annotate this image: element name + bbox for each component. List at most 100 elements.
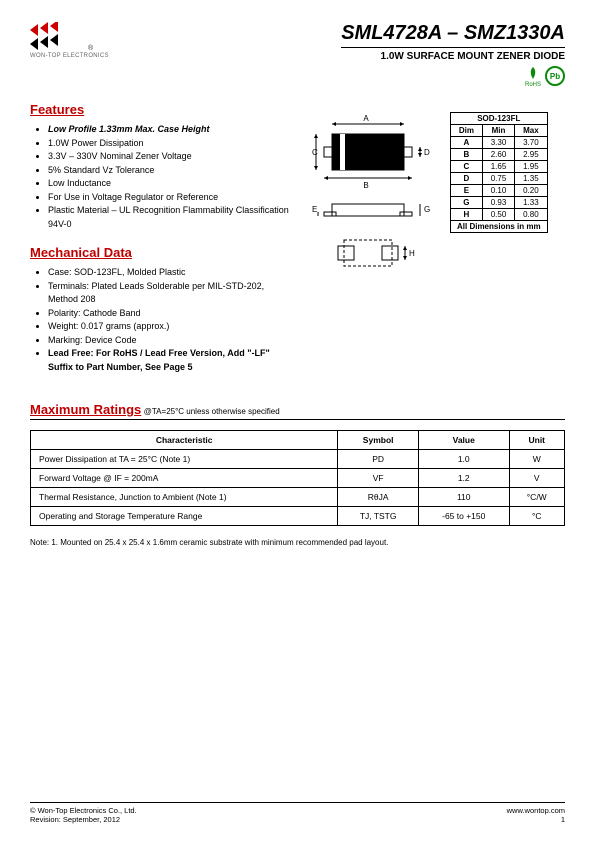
column-header: Value bbox=[418, 431, 509, 450]
list-item: Case: SOD-123FL, Molded Plastic bbox=[48, 266, 290, 280]
trademark-icon: ® bbox=[88, 45, 93, 52]
compliance-badges: RoHS Pb bbox=[341, 66, 565, 88]
footnote: Note: 1. Mounted on 25.4 x 25.4 x 1.6mm … bbox=[30, 538, 565, 547]
table-cell: E bbox=[451, 185, 483, 197]
table-cell: 0.75 bbox=[482, 173, 514, 185]
table-cell: Operating and Storage Temperature Range bbox=[31, 507, 338, 526]
table-cell: °C/W bbox=[509, 488, 565, 507]
list-item: 1.0W Power Dissipation bbox=[48, 137, 290, 151]
content-row: Features Low Profile 1.33mm Max. Case He… bbox=[30, 88, 565, 374]
table-cell: °C bbox=[509, 507, 565, 526]
table-cell: 0.50 bbox=[482, 209, 514, 221]
column-header: Characteristic bbox=[31, 431, 338, 450]
pb-free-badge: Pb bbox=[545, 66, 565, 86]
table-row: C1.651.95 bbox=[451, 161, 548, 173]
table-cell: 1.2 bbox=[418, 469, 509, 488]
dim-table-footer: All Dimensions in mm bbox=[451, 221, 548, 233]
dim-g-label: G bbox=[424, 205, 430, 214]
dim-h-label: H bbox=[409, 249, 415, 258]
table-cell: C bbox=[451, 161, 483, 173]
table-cell: 3.30 bbox=[482, 137, 514, 149]
page-number: 1 bbox=[507, 815, 565, 824]
list-item: Polarity: Cathode Band bbox=[48, 307, 290, 321]
list-item: Low Inductance bbox=[48, 177, 290, 191]
table-cell: VF bbox=[338, 469, 419, 488]
table-row: Thermal Resistance, Junction to Ambient … bbox=[31, 488, 565, 507]
table-cell: W bbox=[509, 450, 565, 469]
column-header: Dim bbox=[451, 125, 483, 137]
table-cell: 2.60 bbox=[482, 149, 514, 161]
dimensions-table: SOD-123FL DimMinMax A3.303.70B2.602.95C1… bbox=[450, 112, 548, 233]
list-item: For Use in Voltage Regulator or Referenc… bbox=[48, 191, 290, 205]
table-cell: 1.65 bbox=[482, 161, 514, 173]
column-header: Min bbox=[482, 125, 514, 137]
table-row: Forward Voltage @ IF = 200mAVF1.2V bbox=[31, 469, 565, 488]
table-cell: 1.35 bbox=[515, 173, 547, 185]
rohs-badge: RoHS bbox=[525, 66, 541, 88]
table-cell: 1.0 bbox=[418, 450, 509, 469]
dim-d-label: D bbox=[424, 148, 430, 157]
website-url: www.wontop.com bbox=[507, 806, 565, 815]
ratings-conditions: @TA=25°C unless otherwise specified bbox=[144, 407, 280, 416]
dim-b-label: B bbox=[363, 181, 368, 190]
footer-right: www.wontop.com 1 bbox=[507, 806, 565, 824]
table-cell: RθJA bbox=[338, 488, 419, 507]
table-cell: -65 to +150 bbox=[418, 507, 509, 526]
table-cell: PD bbox=[338, 450, 419, 469]
column-header: Symbol bbox=[338, 431, 419, 450]
table-cell: 110 bbox=[418, 488, 509, 507]
table-row: D0.751.35 bbox=[451, 173, 548, 185]
table-cell: 2.95 bbox=[515, 149, 547, 161]
dim-c-label: C bbox=[312, 148, 318, 157]
table-cell: H bbox=[451, 209, 483, 221]
list-item: Low Profile 1.33mm Max. Case Height bbox=[48, 123, 290, 137]
table-row: E0.100.20 bbox=[451, 185, 548, 197]
dim-a-label: A bbox=[363, 114, 369, 123]
table-cell: 0.93 bbox=[482, 197, 514, 209]
list-item: Weight: 0.017 grams (approx.) bbox=[48, 320, 290, 334]
mechanical-header: Mechanical Data bbox=[30, 245, 290, 260]
list-item: Terminals: Plated Leads Solderable per M… bbox=[48, 280, 290, 307]
list-item: 3.3V – 330V Nominal Zener Voltage bbox=[48, 150, 290, 164]
table-cell: Power Dissipation at TA = 25°C (Note 1) bbox=[31, 450, 338, 469]
table-row: G0.931.33 bbox=[451, 197, 548, 209]
table-cell: 0.20 bbox=[515, 185, 547, 197]
list-item: Plastic Material – UL Recognition Flamma… bbox=[48, 204, 290, 231]
table-cell: Forward Voltage @ IF = 200mA bbox=[31, 469, 338, 488]
company-logo: ® bbox=[30, 22, 93, 52]
ratings-section: Maximum Ratings @TA=25°C unless otherwis… bbox=[30, 402, 565, 526]
table-cell: 0.80 bbox=[515, 209, 547, 221]
features-list: Low Profile 1.33mm Max. Case Height1.0W … bbox=[30, 123, 290, 231]
copyright: © Won-Top Electronics Co., Ltd. bbox=[30, 806, 137, 815]
table-cell: B bbox=[451, 149, 483, 161]
page-header: ® WON-TOP ELECTRONICS SML4728A – SMZ1330… bbox=[30, 22, 565, 88]
table-row: B2.602.95 bbox=[451, 149, 548, 161]
left-column: Features Low Profile 1.33mm Max. Case He… bbox=[30, 88, 290, 374]
ratings-table: CharacteristicSymbolValueUnit Power Diss… bbox=[30, 430, 565, 526]
table-cell: V bbox=[509, 469, 565, 488]
table-cell: D bbox=[451, 173, 483, 185]
table-cell: 1.95 bbox=[515, 161, 547, 173]
table-cell: 0.10 bbox=[482, 185, 514, 197]
list-item: Lead Free: For RoHS / Lead Free Version,… bbox=[48, 347, 290, 374]
features-header: Features bbox=[30, 102, 290, 117]
revision: Revision: September, 2012 bbox=[30, 815, 137, 824]
table-cell: 1.33 bbox=[515, 197, 547, 209]
list-item: 5% Standard Vz Tolerance bbox=[48, 164, 290, 178]
right-column: A B C D E G bbox=[310, 88, 565, 374]
company-name: WON-TOP ELECTRONICS bbox=[30, 53, 109, 59]
table-cell: Thermal Resistance, Junction to Ambient … bbox=[31, 488, 338, 507]
part-number-title: SML4728A – SMZ1330A bbox=[341, 22, 565, 48]
subtitle: 1.0W SURFACE MOUNT ZENER DIODE bbox=[341, 51, 565, 62]
list-item: Marking: Device Code bbox=[48, 334, 290, 348]
table-row: A3.303.70 bbox=[451, 137, 548, 149]
column-header: Unit bbox=[509, 431, 565, 450]
table-cell: A bbox=[451, 137, 483, 149]
logo-block: ® WON-TOP ELECTRONICS bbox=[30, 22, 109, 59]
column-header: Max bbox=[515, 125, 547, 137]
package-diagram: A B C D E G bbox=[310, 112, 440, 294]
footer-left: © Won-Top Electronics Co., Ltd. Revision… bbox=[30, 806, 137, 824]
title-block: SML4728A – SMZ1330A 1.0W SURFACE MOUNT Z… bbox=[341, 22, 565, 88]
page-footer: © Won-Top Electronics Co., Ltd. Revision… bbox=[30, 802, 565, 824]
divider bbox=[30, 419, 565, 420]
